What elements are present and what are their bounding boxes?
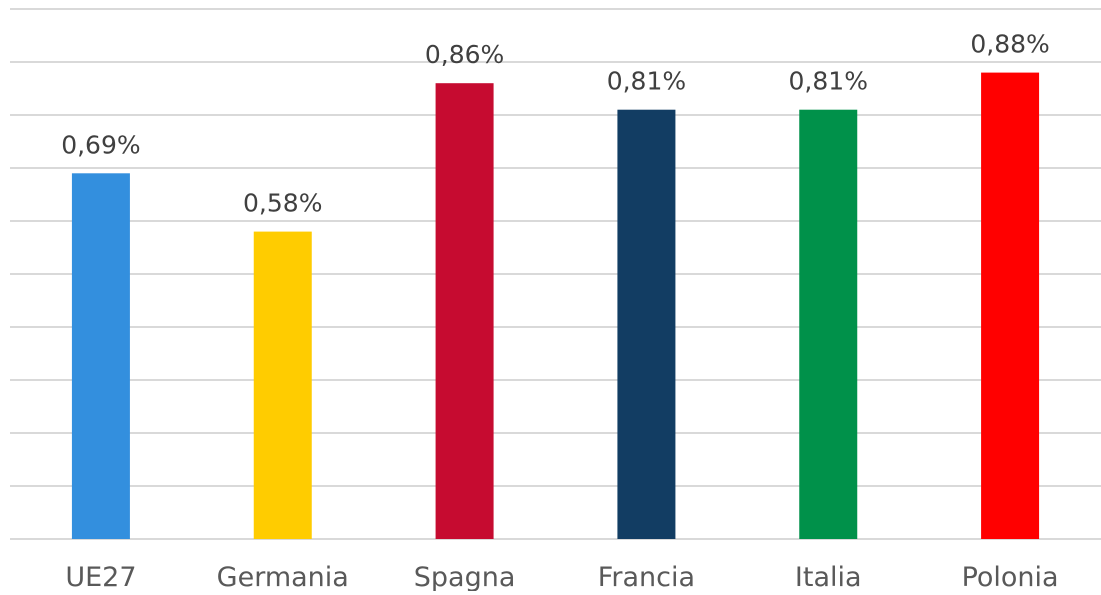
data-label-italia: 0,81%: [789, 67, 868, 96]
x-tick-label-italia: Italia: [795, 562, 862, 591]
bars: [71, 72, 1040, 540]
bar-ue27: [71, 173, 130, 540]
x-tick-label-germania: Germania: [217, 562, 349, 591]
data-label-germania: 0,58%: [243, 189, 322, 218]
x-tick-label-spagna: Spagna: [414, 562, 516, 591]
data-label-spagna: 0,86%: [425, 40, 504, 69]
data-label-francia: 0,81%: [607, 67, 686, 96]
bar-polonia: [981, 72, 1040, 539]
data-label-ue27: 0,69%: [61, 130, 140, 159]
data-label-polonia: 0,88%: [970, 30, 1049, 59]
bar-francia: [617, 109, 676, 539]
x-tick-label-polonia: Polonia: [962, 562, 1059, 591]
bar-germania: [253, 231, 312, 539]
data-labels: 0,69% 0,58% 0,86% 0,81% 0,81% 0,88%: [61, 30, 1050, 218]
bar-italia: [799, 109, 858, 539]
bar-spagna: [435, 83, 494, 539]
x-axis-tick-labels: UE27 Germania Spagna Francia Italia Polonia: [65, 562, 1059, 593]
gridlines: [10, 8, 1101, 540]
x-tick-label-ue27: UE27: [65, 562, 136, 591]
x-tick-label-francia: Francia: [598, 562, 695, 591]
